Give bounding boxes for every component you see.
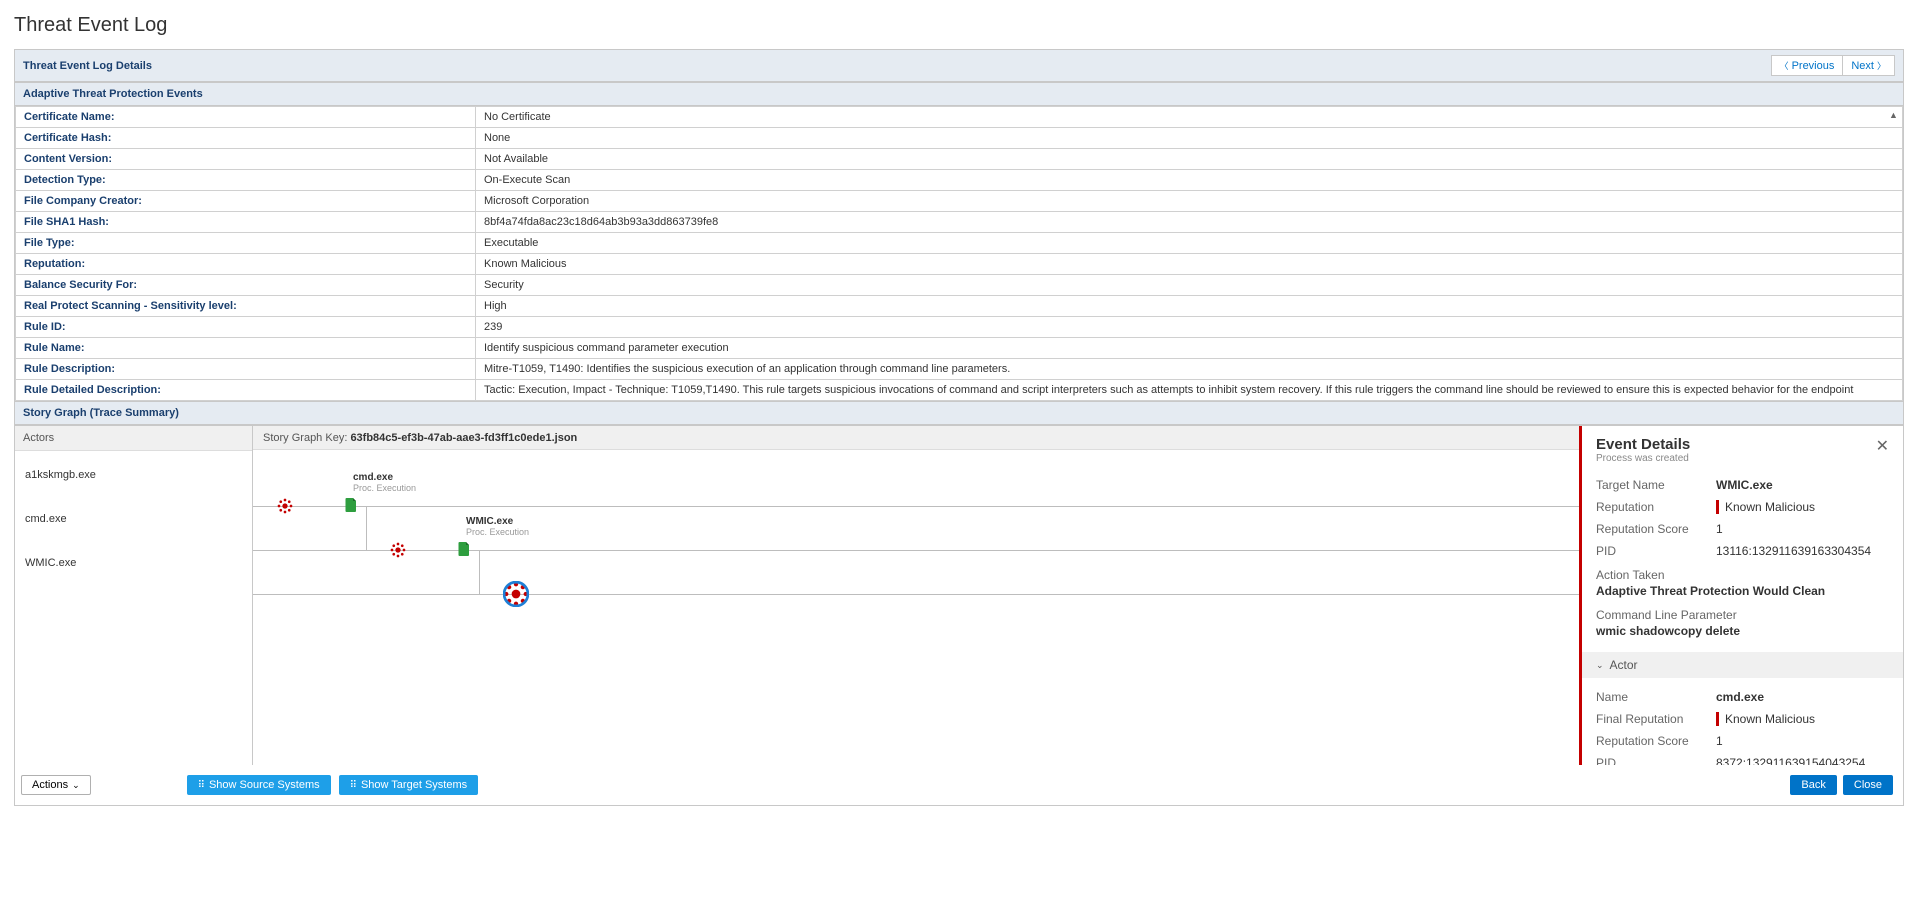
- detail-key: File Type:: [16, 233, 476, 254]
- detail-value: Not Available: [476, 149, 1903, 170]
- detail-key: File Company Creator:: [16, 191, 476, 212]
- node-label: cmd.exeProc. Execution: [353, 472, 416, 494]
- table-row: Detection Type:On-Execute Scan: [16, 170, 1903, 191]
- footer-bar: Actions ⌄ Show Source Systems Show Targe…: [15, 765, 1903, 805]
- detail-value: 239: [476, 317, 1903, 338]
- detail-value: Mitre-T1059, T1490: Identifies the suspi…: [476, 359, 1903, 380]
- table-row: File Type:Executable: [16, 233, 1903, 254]
- table-row: Certificate Hash:None: [16, 128, 1903, 149]
- panel-row: Reputation Score1: [1596, 730, 1889, 752]
- details-table: Certificate Name:No CertificateCertifica…: [15, 106, 1903, 401]
- story-graph: Actors a1kskmgb.execmd.exeWMIC.exe Story…: [15, 425, 1903, 765]
- event-details-panel: Event Details Process was created ✕ Targ…: [1579, 426, 1903, 765]
- events-header: Adaptive Threat Protection Events: [15, 82, 1903, 106]
- actions-dropdown[interactable]: Actions ⌄: [21, 775, 91, 795]
- node-label: WMIC.exeProc. Execution: [466, 516, 529, 538]
- table-row: Certificate Name:No Certificate: [16, 107, 1903, 128]
- table-row: File SHA1 Hash:8bf4a74fda8ac23c18d64ab3b…: [16, 212, 1903, 233]
- panel-row: ReputationKnown Malicious: [1596, 496, 1889, 518]
- file-node[interactable]: [458, 542, 470, 556]
- detail-key: Certificate Hash:: [16, 128, 476, 149]
- actor-section-header[interactable]: ⌄ Actor: [1582, 652, 1903, 678]
- actor-row[interactable]: cmd.exe: [15, 495, 252, 539]
- detail-value: Known Malicious: [476, 254, 1903, 275]
- panel-subtitle: Process was created: [1596, 453, 1690, 464]
- panel-title: Event Details: [1596, 436, 1690, 453]
- detail-key: Certificate Name:: [16, 107, 476, 128]
- detail-value: Security: [476, 275, 1903, 296]
- panel-row: Reputation Score1: [1596, 518, 1889, 540]
- detail-key: Rule Description:: [16, 359, 476, 380]
- detail-key: Detection Type:: [16, 170, 476, 191]
- actor-row[interactable]: WMIC.exe: [15, 539, 252, 583]
- graph-key-label: Story Graph Key: 63fb84c5-ef3b-47ab-aae3…: [263, 432, 577, 444]
- page-title: Threat Event Log: [14, 14, 1904, 37]
- panel-stack: Command Line Parameterwmic shadowcopy de…: [1596, 602, 1889, 642]
- panel-row: Namecmd.exe: [1596, 686, 1889, 708]
- detail-key: Balance Security For:: [16, 275, 476, 296]
- detail-value: Microsoft Corporation: [476, 191, 1903, 212]
- detail-key: Reputation:: [16, 254, 476, 275]
- detail-key: Rule ID:: [16, 317, 476, 338]
- actors-column: Actors a1kskmgb.execmd.exeWMIC.exe: [15, 426, 253, 765]
- next-button[interactable]: Next〉: [1843, 55, 1895, 76]
- details-container: Threat Event Log Details 〈Previous Next〉…: [14, 49, 1904, 806]
- close-button[interactable]: Close: [1843, 775, 1893, 795]
- table-row: Content Version:Not Available: [16, 149, 1903, 170]
- detail-value: On-Execute Scan: [476, 170, 1903, 191]
- process-node[interactable]: [390, 542, 406, 558]
- panel-row: Final ReputationKnown Malicious: [1596, 708, 1889, 730]
- table-row: Rule Name:Identify suspicious command pa…: [16, 338, 1903, 359]
- panel-row: PID8372:132911639154043254: [1596, 752, 1889, 765]
- details-header: Threat Event Log Details 〈Previous Next〉: [15, 50, 1903, 82]
- story-header: Story Graph (Trace Summary): [15, 401, 1903, 425]
- table-row: Reputation:Known Malicious: [16, 254, 1903, 275]
- detail-value: No Certificate: [476, 107, 1903, 128]
- detail-value: None: [476, 128, 1903, 149]
- events-header-label: Adaptive Threat Protection Events: [23, 88, 203, 100]
- detail-key: Rule Name:: [16, 338, 476, 359]
- actor-row[interactable]: a1kskmgb.exe: [15, 451, 252, 495]
- detail-key: Real Protect Scanning - Sensitivity leve…: [16, 296, 476, 317]
- detail-key: Content Version:: [16, 149, 476, 170]
- panel-row: Target NameWMIC.exe: [1596, 474, 1889, 496]
- detail-value: Tactic: Execution, Impact - Technique: T…: [476, 380, 1903, 401]
- details-header-label: Threat Event Log Details: [23, 60, 152, 72]
- table-row: Real Protect Scanning - Sensitivity leve…: [16, 296, 1903, 317]
- story-header-label: Story Graph (Trace Summary): [23, 407, 179, 419]
- detail-key: Rule Detailed Description:: [16, 380, 476, 401]
- process-node[interactable]: [277, 498, 293, 514]
- close-icon[interactable]: ✕: [1876, 436, 1889, 456]
- process-node-selected[interactable]: [503, 581, 529, 607]
- table-row: Rule Description:Mitre-T1059, T1490: Ide…: [16, 359, 1903, 380]
- detail-value: 8bf4a74fda8ac23c18d64ab3b93a3dd863739fe8: [476, 212, 1903, 233]
- show-target-button[interactable]: Show Target Systems: [339, 775, 479, 795]
- table-row: Balance Security For:Security: [16, 275, 1903, 296]
- panel-stack: Action TakenAdaptive Threat Protection W…: [1596, 562, 1889, 602]
- table-row: Rule ID:239: [16, 317, 1903, 338]
- detail-value: High: [476, 296, 1903, 317]
- collapse-icon[interactable]: ▲: [1889, 110, 1903, 124]
- table-row: Rule Detailed Description:Tactic: Execut…: [16, 380, 1903, 401]
- previous-button[interactable]: 〈Previous: [1771, 55, 1844, 76]
- detail-value: Executable: [476, 233, 1903, 254]
- detail-key: File SHA1 Hash:: [16, 212, 476, 233]
- back-button[interactable]: Back: [1790, 775, 1836, 795]
- table-row: File Company Creator:Microsoft Corporati…: [16, 191, 1903, 212]
- file-node[interactable]: [345, 498, 357, 512]
- actors-header: Actors: [15, 426, 252, 451]
- show-source-button[interactable]: Show Source Systems: [187, 775, 331, 795]
- panel-row: PID13116:132911639163304354: [1596, 540, 1889, 562]
- detail-value: Identify suspicious command parameter ex…: [476, 338, 1903, 359]
